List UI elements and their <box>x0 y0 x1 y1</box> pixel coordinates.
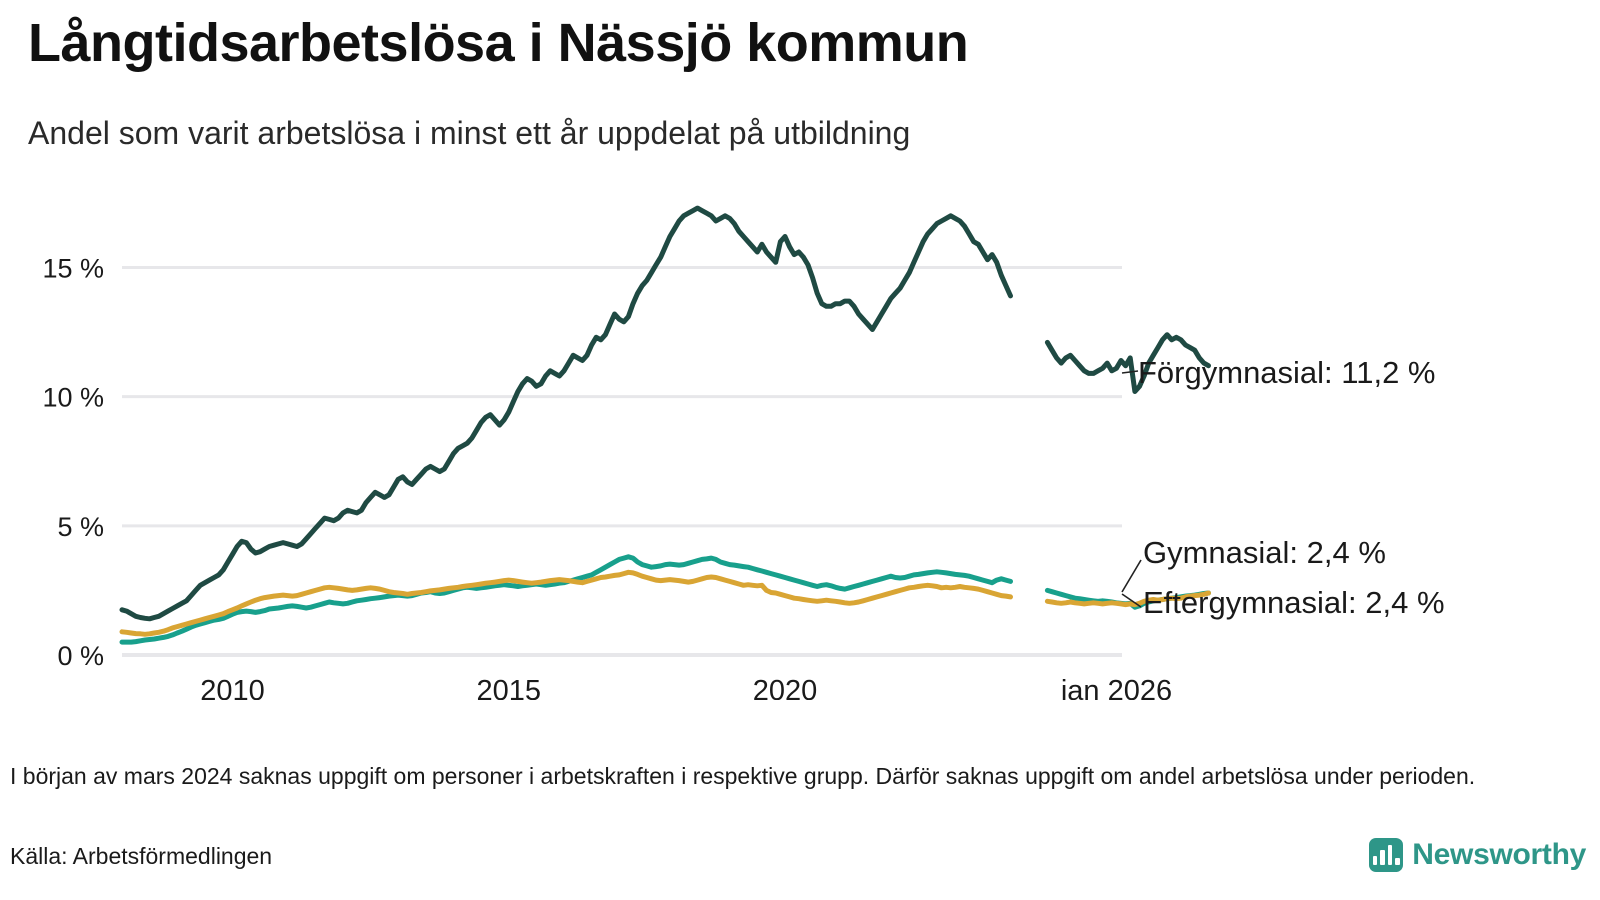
series-label-forgymnasial: Förgymnasial: 11,2 % <box>1138 355 1436 390</box>
chart-subtitle: Andel som varit arbetslösa i minst ett å… <box>28 115 911 151</box>
series-line-förgymnasial <box>119 205 1211 622</box>
y-axis-labels: 0 % 5 % 10 % 15 % <box>42 254 104 672</box>
series-label-eftergymnasial: Eftergymnasial: 2,4 % <box>1143 585 1445 620</box>
newsworthy-logo: Newsworthy <box>1369 838 1586 872</box>
series-label-gymnasial: Gymnasial: 2,4 % <box>1143 535 1386 570</box>
leader-line-gymnasial <box>1121 559 1142 593</box>
page-title: Långtidsarbetslösa i Nässjö kommun <box>28 13 969 73</box>
x-axis-tick-label: jan 2026 <box>1060 675 1172 700</box>
logo-text: Newsworthy <box>1412 838 1586 871</box>
leader-line-eftergymnasial <box>1121 593 1142 608</box>
plot-area: 0 % 5 % 10 % 15 % 2010 2015 2020 jan 2026 <box>0 180 1600 700</box>
footnote-text: I början av mars 2024 saknas uppgift om … <box>10 763 1476 789</box>
bar-chart-icon <box>1369 838 1404 872</box>
x-axis-labels: 2010 2015 2020 jan 2026 <box>200 675 1172 700</box>
gridlines <box>122 266 1122 657</box>
leader-line-forgymnasial <box>1121 370 1139 374</box>
x-axis-tick-label: 2010 <box>200 675 265 700</box>
y-axis-tick-label: 10 % <box>42 383 104 413</box>
y-axis-tick-label: 15 % <box>42 254 104 284</box>
line-chart-svg: 0 % 5 % 10 % 15 % 2010 2015 2020 jan 2026 <box>42 205 1211 700</box>
series-line-eftergymnasial <box>119 569 1211 637</box>
x-axis-tick-label: 2015 <box>476 675 541 700</box>
series-lines <box>119 205 1211 645</box>
label-leader-lines <box>1121 370 1142 608</box>
source-text: Källa: Arbetsförmedlingen <box>10 843 273 869</box>
y-axis-tick-label: 0 % <box>57 641 104 671</box>
series-line-gymnasial <box>119 554 1211 645</box>
y-axis-tick-label: 5 % <box>57 512 104 542</box>
x-axis-tick-label: 2020 <box>753 675 818 700</box>
